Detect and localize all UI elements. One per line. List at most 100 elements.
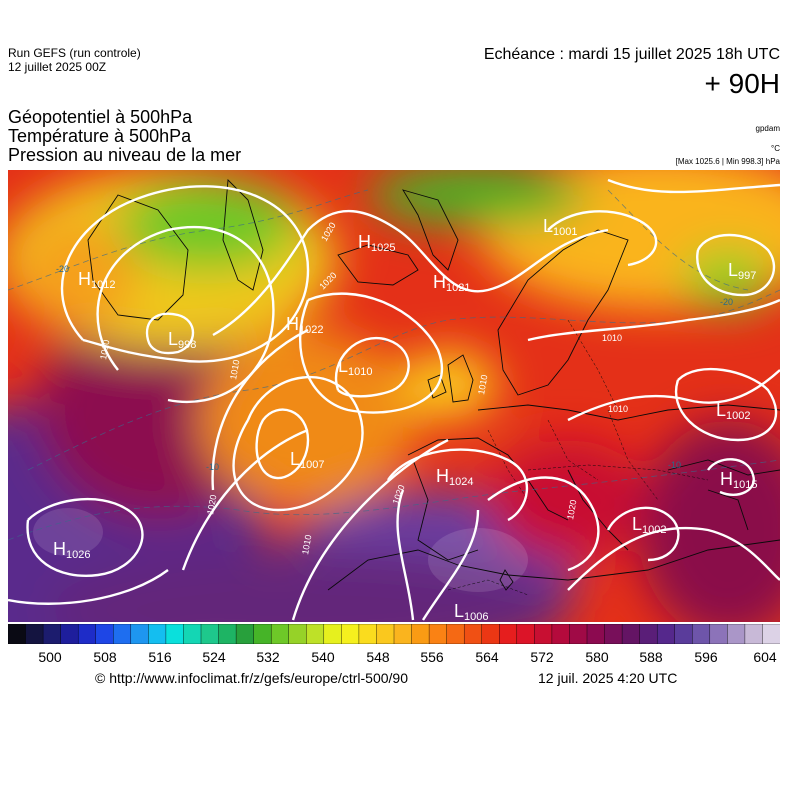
- pressure-center-low: L1002: [632, 514, 667, 536]
- temperature-label: -10: [668, 460, 681, 470]
- colorbar-cell: [446, 624, 465, 644]
- temperature-label: -20: [720, 297, 733, 307]
- temperature-label: -10: [206, 462, 219, 472]
- colorbar-tick-label: 564: [475, 649, 499, 665]
- pressure-center-high: H1012: [78, 269, 115, 291]
- colorbar-cell: [95, 624, 114, 644]
- isobar-label: 1020: [565, 499, 578, 520]
- source-url: © http://www.infoclimat.fr/z/gefs/europe…: [95, 670, 409, 686]
- colorbar-cell: [77, 624, 97, 644]
- colorbar-cell: [516, 624, 536, 644]
- weather-map: H1012 L998 H1025 H1021 H1022 L1010 L1007 H1024 H…: [8, 170, 780, 622]
- unit-geopotential: gpdam: [755, 124, 780, 133]
- isobar-label: 1010: [608, 404, 628, 414]
- map-titles: Géopotentiel à 500hPa Température à 500h…: [8, 108, 241, 165]
- colorbar-tick-label: 596: [694, 649, 718, 665]
- pressure-center-high: H1024: [436, 466, 473, 488]
- pressure-center-low: L997: [728, 260, 756, 282]
- colorbar-tick-label: 572: [530, 649, 554, 665]
- colorbar-cell: [463, 624, 483, 644]
- lead-time: + 90H: [704, 68, 781, 99]
- colorbar-cell: [411, 624, 430, 644]
- colorbar-cell: [42, 624, 62, 644]
- isobar-label: 1010: [476, 374, 489, 395]
- pressure-center-low: L1002: [716, 400, 751, 422]
- colorbar-cell: [376, 624, 395, 644]
- colorbar-cell: [253, 624, 272, 644]
- isobar-label: 1020: [205, 494, 218, 515]
- isobar-label: 1010: [98, 339, 111, 360]
- generation-timestamp: 12 juil. 2025 4:20 UTC: [538, 670, 678, 686]
- colorbar-cell: [551, 624, 571, 644]
- colorbar-cell: [323, 624, 343, 644]
- colorbar-tick-label: 588: [639, 649, 663, 665]
- colorbar-cell: [569, 624, 588, 644]
- colorbar-cell: [762, 624, 780, 644]
- colorbar-cell: [674, 624, 693, 644]
- colorbar-cell: [709, 624, 729, 644]
- colorbar-cell: [113, 624, 132, 644]
- colorbar-tick-label: 580: [585, 649, 609, 665]
- colorbar-cell: [148, 624, 167, 644]
- title-pressure: Pression au niveau de la mer: [8, 145, 242, 165]
- temperature-label: -20: [56, 264, 69, 274]
- isobars: [8, 178, 780, 621]
- colorbar-tick-label: 508: [93, 649, 117, 665]
- run-date: 12 juillet 2025 00Z: [8, 60, 107, 74]
- isobar-label: 1010: [300, 534, 313, 555]
- pressure-center-high: H1022: [286, 314, 323, 336]
- colorbar-cell: [656, 624, 676, 644]
- colorbar-cell: [621, 624, 641, 644]
- borders: [447, 319, 709, 596]
- colorbar-tick-label: 500: [38, 649, 62, 665]
- title-geopotential: Géopotentiel à 500hPa: [8, 107, 193, 127]
- colorbar-cell: [744, 624, 764, 644]
- colorbar-cell: [235, 624, 255, 644]
- pressure-center-high: H1015: [720, 469, 757, 491]
- colorbar: [8, 624, 780, 644]
- colorbar-cell: [604, 624, 623, 644]
- colorbar-cell: [25, 624, 44, 644]
- colorbar-cell: [727, 624, 746, 644]
- unit-pressure-range: [Max 1025.6 | Min 998.3] hPa: [675, 157, 780, 166]
- coastlines: [87, 178, 780, 591]
- colorbar-tick-label: 524: [202, 649, 226, 665]
- colorbar-cell: [288, 624, 307, 644]
- pressure-center-low: L998: [168, 329, 196, 351]
- colorbar-tick-label: 548: [366, 649, 390, 665]
- unit-temperature: °C: [771, 144, 780, 153]
- colorbar-cell: [341, 624, 360, 644]
- colorbar-cell: [481, 624, 500, 644]
- isobar-label: 1010: [228, 359, 241, 380]
- colorbar-tick-label: 604: [753, 649, 777, 665]
- colorbar-cell: [200, 624, 220, 644]
- pressure-center-labels: H1012 L998 H1025 H1021 H1022 L1010 L1007 H1024 H…: [53, 216, 757, 622]
- forecast-valid-time: Echéance : mardi 15 juillet 2025 18h UTC: [483, 46, 780, 63]
- colorbar-cell: [692, 624, 711, 644]
- colorbar-cell: [270, 624, 290, 644]
- colorbar-cell: [639, 624, 658, 644]
- colorbar-cell: [183, 624, 202, 644]
- run-model: Run GEFS (run controle): [8, 46, 141, 60]
- run-info: Run GEFS (run controle) 12 juillet 2025 …: [8, 46, 141, 74]
- temperature-value-labels: -20 -20 -10 -10: [56, 264, 733, 472]
- colorbar-tick-label: 556: [420, 649, 444, 665]
- colorbar-cell: [8, 624, 27, 644]
- colorbar-cell: [218, 624, 237, 644]
- colorbar-cell: [130, 624, 150, 644]
- pressure-center-low: L1006: [454, 601, 489, 622]
- colorbar-cell: [499, 624, 518, 644]
- colorbar-tick-label: 540: [311, 649, 335, 665]
- colorbar-cell: [306, 624, 325, 644]
- pressure-center-low: L1010: [338, 356, 373, 378]
- pressure-center-low: L1001: [543, 216, 578, 238]
- pressure-center-high: H1021: [433, 272, 470, 294]
- colorbar-cell: [393, 624, 413, 644]
- pressure-center-high: H1025: [358, 232, 395, 254]
- colorbar-cell: [534, 624, 553, 644]
- colorbar-tick-label: 532: [256, 649, 280, 665]
- colorbar-cell: [586, 624, 606, 644]
- pressure-center-high: H1026: [53, 539, 90, 561]
- title-temperature: Température à 500hPa: [8, 126, 192, 146]
- isobar-label: 1010: [602, 333, 622, 343]
